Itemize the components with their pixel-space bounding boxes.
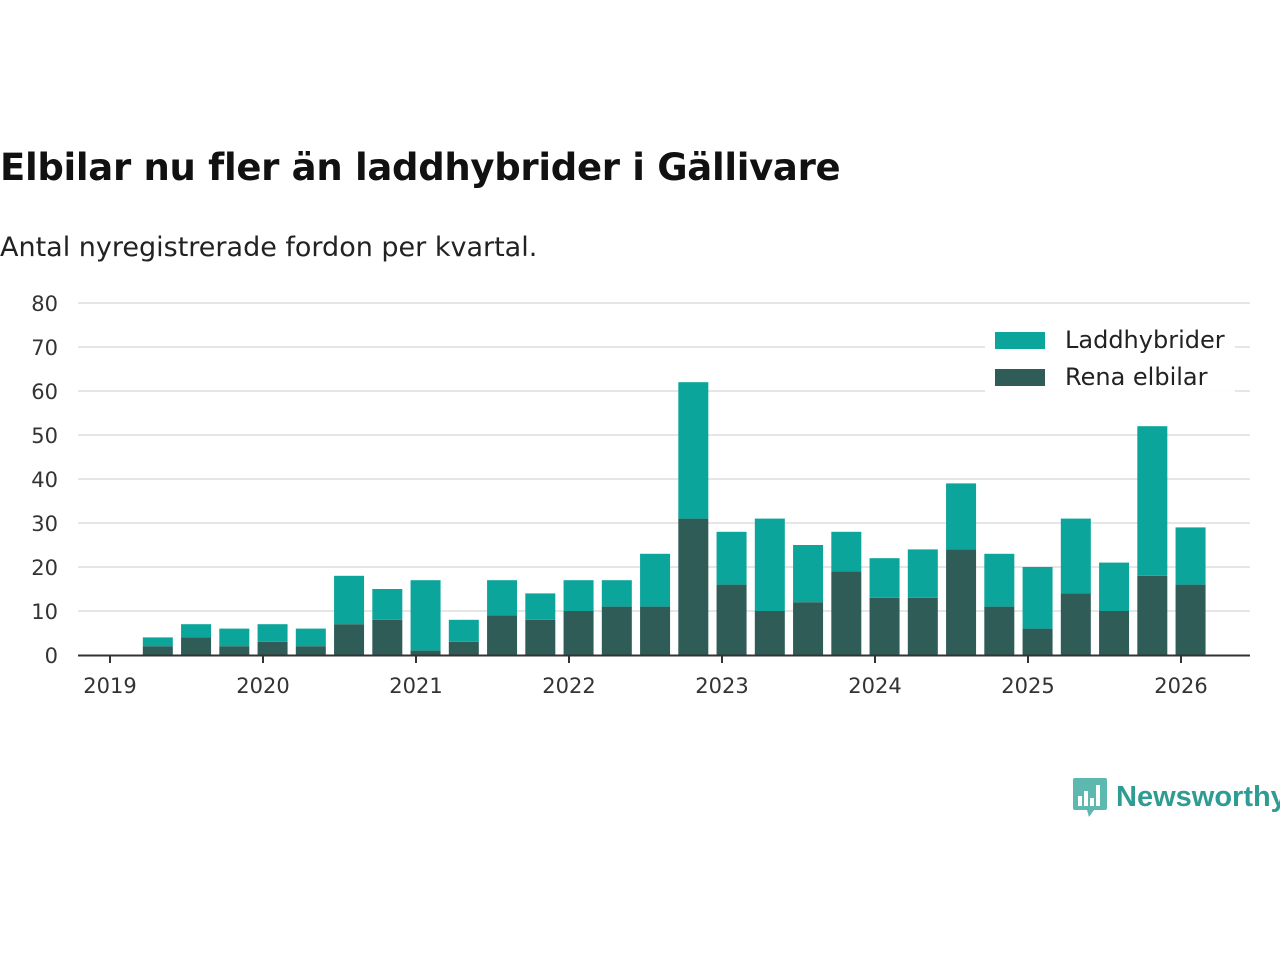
bar-rena-elbilar	[1137, 575, 1168, 655]
bar-rena-elbilar	[793, 602, 824, 655]
x-tick-label: 2025	[1001, 674, 1054, 698]
bar-laddhybrider	[640, 553, 671, 607]
bar-rena-elbilar	[372, 619, 403, 655]
y-tick-label: 20	[31, 556, 58, 580]
bar-laddhybrider	[754, 518, 785, 611]
x-tick-label: 2023	[695, 674, 748, 698]
bar-rena-elbilar	[257, 641, 288, 655]
bar-laddhybrider	[257, 624, 288, 642]
bar-rena-elbilar	[334, 624, 365, 655]
bar-rena-elbilar	[1022, 628, 1053, 655]
bar-laddhybrider	[601, 580, 632, 607]
bar-rena-elbilar	[487, 615, 518, 655]
bar-laddhybrider	[181, 624, 212, 638]
bar-rena-elbilar	[525, 619, 556, 655]
bar-rena-elbilar	[869, 597, 900, 655]
bar-rena-elbilar	[716, 584, 747, 655]
bar-rena-elbilar	[219, 646, 250, 655]
bar-laddhybrider	[1175, 527, 1206, 585]
bar-laddhybrider	[487, 580, 518, 616]
bar-rena-elbilar	[907, 597, 938, 655]
bar-rena-elbilar	[410, 650, 441, 655]
x-tick-label: 2024	[848, 674, 901, 698]
y-axis-ticks: 0 10 20 30 40 50 60 70 80	[31, 292, 58, 668]
bar-rena-elbilar	[181, 637, 212, 655]
y-tick-label: 0	[45, 644, 58, 668]
legend-label: Laddhybrider	[1065, 326, 1225, 354]
bar-rena-elbilar	[984, 606, 1015, 655]
bar-laddhybrider	[563, 580, 594, 611]
bar-laddhybrider	[831, 531, 862, 572]
bar-laddhybrider	[372, 589, 403, 620]
bar-rena-elbilar	[295, 646, 326, 655]
bar-laddhybrider	[410, 580, 441, 651]
brand-name: Newsworthy	[1116, 780, 1280, 813]
bar-rena-elbilar	[601, 606, 632, 655]
y-tick-label: 40	[31, 468, 58, 492]
bar-laddhybrider	[946, 483, 977, 550]
bar-rena-elbilar	[831, 571, 862, 655]
bar-laddhybrider	[716, 531, 747, 585]
bar-laddhybrider	[334, 575, 365, 625]
bars	[142, 382, 1206, 655]
x-tick-label: 2021	[389, 674, 442, 698]
x-tick-label: 2019	[83, 674, 136, 698]
newsworthy-logo: Newsworthy	[1072, 776, 1280, 818]
bar-rena-elbilar	[448, 641, 479, 655]
x-tick-label: 2022	[542, 674, 595, 698]
bar-rena-elbilar	[640, 606, 671, 655]
legend-swatch	[995, 332, 1045, 349]
bar-laddhybrider	[869, 558, 900, 598]
y-tick-label: 70	[31, 336, 58, 360]
bar-laddhybrider	[793, 545, 824, 603]
bar-rena-elbilar	[1060, 593, 1091, 655]
bar-rena-elbilar	[678, 518, 709, 655]
bar-laddhybrider	[525, 593, 556, 620]
x-tick-label: 2020	[236, 674, 289, 698]
bar-laddhybrider	[1099, 562, 1130, 611]
chart-subtitle: Antal nyregistrerade fordon per kvartal.	[0, 232, 538, 263]
bar-laddhybrider	[142, 637, 173, 647]
y-tick-label: 30	[31, 512, 58, 536]
y-tick-label: 60	[31, 380, 58, 404]
bar-laddhybrider	[907, 549, 938, 598]
legend: Laddhybrider Rena elbilar	[985, 322, 1235, 398]
bar-laddhybrider	[984, 553, 1015, 607]
chart-title: Elbilar nu fler än laddhybrider i Gälliv…	[0, 146, 841, 189]
bar-laddhybrider	[295, 628, 326, 647]
bar-chart-icon	[1073, 778, 1107, 817]
gridlines	[78, 302, 1250, 612]
bar-laddhybrider	[1137, 426, 1168, 576]
legend-swatch	[995, 369, 1045, 386]
x-axis: 2019 2020 2021 2022 2023 2024 2025 2026	[78, 654, 1250, 698]
y-tick-label: 80	[31, 292, 58, 316]
bar-laddhybrider	[678, 382, 709, 519]
bar-laddhybrider	[1022, 567, 1053, 629]
bar-rena-elbilar	[754, 611, 785, 655]
bar-laddhybrider	[1060, 518, 1091, 594]
bar-rena-elbilar	[1099, 611, 1130, 655]
bar-rena-elbilar	[563, 611, 594, 655]
y-tick-label: 50	[31, 424, 58, 448]
bar-laddhybrider	[219, 628, 250, 647]
y-tick-label: 10	[31, 600, 58, 624]
bar-rena-elbilar	[1175, 584, 1206, 655]
bar-rena-elbilar	[946, 549, 977, 655]
x-tick-label: 2026	[1154, 674, 1207, 698]
bar-laddhybrider	[448, 619, 479, 642]
bar-rena-elbilar	[142, 646, 173, 655]
legend-label: Rena elbilar	[1065, 363, 1208, 391]
